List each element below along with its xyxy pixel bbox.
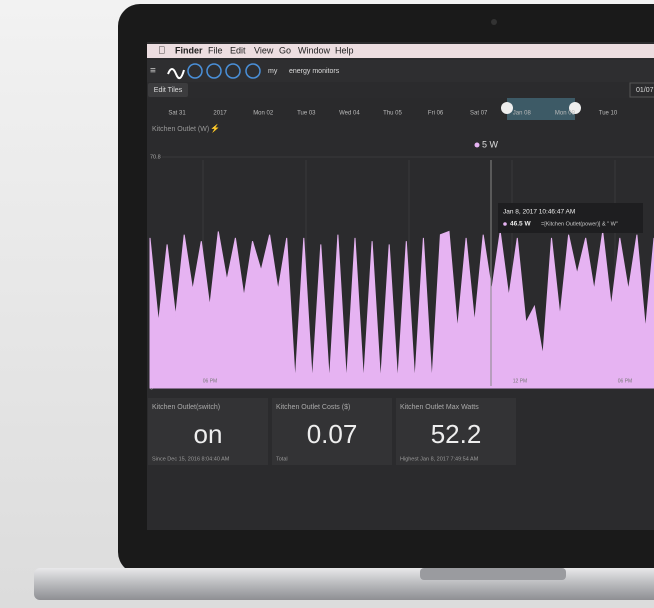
timeline-label[interactable]: Sat 07 (470, 111, 488, 117)
y-tick-label: 70.8 (150, 154, 161, 160)
tile-value: 52.2 (431, 419, 482, 449)
tooltip-time: Jan 8, 2017 10:46:47 AM (503, 209, 575, 216)
tile-title: Kitchen Outlet Max Watts (400, 404, 479, 411)
tooltip-dot (503, 222, 507, 226)
tooltip (498, 203, 643, 233)
menu-item[interactable]: Go (279, 45, 291, 55)
toolbar-icon[interactable] (187, 63, 203, 79)
toolbar-icon[interactable] (225, 63, 241, 79)
toolbar-title: energy monitors (289, 68, 340, 75)
toolbar-prefix: my (268, 68, 278, 75)
timeline-label[interactable]: Thu 05 (383, 111, 402, 117)
tile-value: on (194, 419, 223, 449)
toolbar (147, 60, 654, 82)
laptop-notch (420, 568, 566, 580)
timeline-selection[interactable] (507, 98, 575, 120)
apple-icon:  (158, 46, 166, 57)
logo (167, 68, 185, 80)
tile[interactable] (272, 398, 392, 465)
timeline-label[interactable]: 2017 (213, 111, 227, 117)
menu-item[interactable]: Window (298, 45, 331, 55)
tooltip-formula: =[Kitchen Outlet(power)] & " W" (541, 221, 618, 227)
timeline-label[interactable]: Fri 06 (428, 111, 444, 117)
tile-title: Kitchen Outlet Costs ($) (276, 404, 350, 411)
x-tick-label: 12 PM (513, 378, 527, 384)
camera (491, 19, 497, 25)
toolbar-icon[interactable] (245, 63, 261, 79)
tile-footer: Highest Jan 8, 2017 7:49:54 AM (400, 456, 479, 462)
menu-item[interactable]: Help (335, 45, 354, 55)
menu-bar (147, 44, 654, 58)
tile[interactable] (396, 398, 516, 465)
x-tick-label: 06 PM (203, 378, 217, 384)
timeline-label[interactable]: Tue 10 (599, 111, 618, 117)
date-field-text[interactable]: 01/07 (636, 87, 654, 94)
tile-value: 0.07 (307, 419, 358, 449)
x-tick-label: 06 PM (618, 378, 632, 384)
menu-item[interactable]: Edit (230, 45, 246, 55)
power-area (149, 230, 654, 389)
range-handle[interactable] (501, 102, 513, 114)
legend-dot (474, 142, 480, 148)
tile[interactable] (148, 398, 268, 465)
timeline-label[interactable]: Mon 09 (555, 111, 576, 117)
legend-label: 5 W (482, 139, 499, 149)
bolt-icon: ⚡ (210, 123, 220, 133)
edit-button[interactable] (148, 83, 188, 97)
menu-item[interactable]: View (254, 45, 274, 55)
tooltip-value: 46.5 W (510, 221, 531, 228)
edit-button-label[interactable]: Edit Tiles (154, 87, 183, 94)
tile-title: Kitchen Outlet(switch) (152, 404, 220, 411)
timeline-label[interactable]: Tue 03 (297, 111, 316, 117)
hamburger-icon[interactable]: ≡ (150, 66, 156, 77)
menu-item[interactable]: File (208, 45, 223, 55)
date-field[interactable] (629, 82, 654, 98)
menu-app[interactable]: Finder (175, 45, 203, 55)
timeline-label[interactable]: Jan 08 (513, 111, 532, 117)
timeline-label[interactable]: Sat 31 (168, 111, 186, 117)
tile-footer: Total (276, 456, 288, 462)
toolbar-icon[interactable] (206, 63, 222, 79)
range-handle[interactable] (569, 102, 581, 114)
tile-footer: Since Dec 15, 2016 8:04:40 AM (152, 456, 230, 462)
timeline-label[interactable]: Mon 02 (253, 111, 274, 117)
chart-title: Kitchen Outlet (W) (152, 126, 209, 133)
timeline-label[interactable]: Wed 04 (339, 111, 360, 117)
